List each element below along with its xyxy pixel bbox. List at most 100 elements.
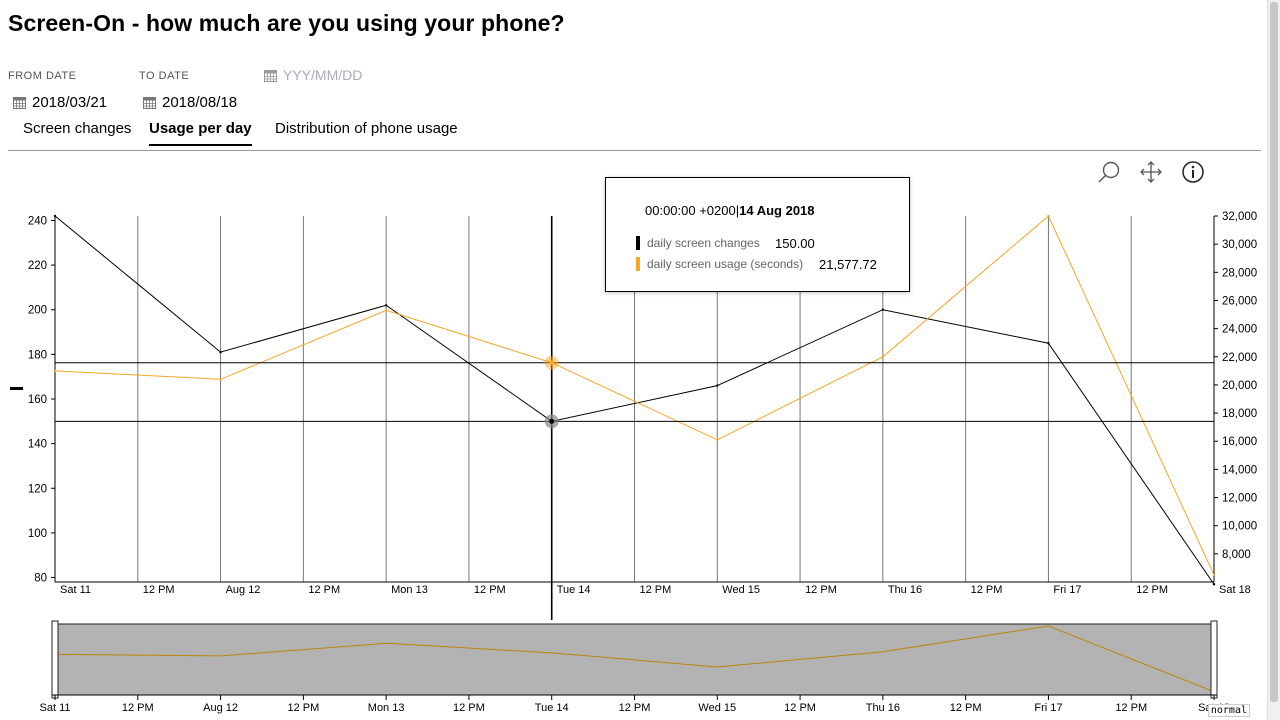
calendar-icon [13,97,26,109]
data-point [881,355,885,358]
y-right-tick-label: 32,000 [1222,211,1257,223]
y-right-tick-label: 24,000 [1222,324,1257,336]
x-tick-label: 12 PM [640,584,672,596]
to-date-field[interactable]: 2018/08/18 [143,94,237,111]
highlight-point-usage [549,360,555,366]
magnifier-icon[interactable] [1097,160,1123,186]
tab-bar: Screen changes Usage per day Distributio… [8,116,1261,151]
x-tick-label: 12 PM [143,584,175,596]
y-left-tick-label: 180 [28,349,47,361]
data-point [1212,573,1216,577]
y-left-tick-label: 120 [28,483,47,495]
navigator-tick-label: Sat 11 [40,702,71,714]
calendar-icon [264,69,277,82]
date-placeholder: YYY/MM/DD [283,67,363,83]
data-point [219,378,222,381]
from-date-field[interactable]: 2018/03/21 [13,94,107,111]
series-line-left [54,215,1215,585]
data-point [53,369,57,373]
y-right-tick-label: 22,000 [1222,352,1257,364]
to-date-label: TO DATE [139,70,190,82]
x-tick-label: Fri 17 [1053,584,1081,596]
y-left-tick-label: 220 [28,260,47,272]
x-tick-label: Thu 16 [888,584,922,596]
data-point [219,350,222,354]
y-right-tick-label: 12,000 [1222,493,1257,505]
to-date-value: 2018/08/18 [162,94,238,111]
navigator-series-line [54,625,1215,693]
navigator-tick-label: 12 PM [122,702,154,714]
series-swatch [636,257,640,271]
data-point [716,438,719,442]
tooltip-row-screen-usage: daily screen usage (seconds) [636,257,803,271]
data-point [716,384,719,387]
navigator-tick-label: 12 PM [619,702,651,714]
x-tick-label: Tue 14 [557,584,591,596]
navigator-tick-label: Thu 16 [866,702,900,714]
navigator-tick-label: 12 PM [950,702,982,714]
tab-usage-per-day[interactable]: Usage per day [149,120,252,146]
y-left-tick-label: 200 [28,305,47,317]
y-left-tick-label: 240 [28,215,47,227]
y-right-tick-label: 16,000 [1222,436,1257,448]
x-tick-label: 12 PM [971,584,1003,596]
navigator-handle [1210,620,1218,699]
x-tick-label: Aug 12 [226,584,261,596]
data-point [384,309,388,312]
date-picker-input[interactable]: YYY/MM/DD [264,67,362,83]
tooltip-row-value: 150.00 [775,236,815,251]
y-right-tick-label: 8,000 [1222,549,1251,561]
tooltip-date: 14 Aug 2018 [739,203,815,218]
calendar-icon [143,97,156,109]
tab-distribution[interactable]: Distribution of phone usage [275,120,458,137]
x-tick-label: Mon 13 [391,584,428,596]
x-tick-label: 12 PM [308,584,340,596]
scrollbar-thumb[interactable] [1270,2,1278,702]
tooltip-row-screen-changes: daily screen changes [636,236,760,250]
tooltip-row-value: 21,577.72 [819,257,877,272]
y-left-tick-label: 140 [28,439,47,451]
data-point [1212,583,1216,586]
usage-per-day-chart[interactable]: Sat 11 12 PM Aug 12 12 PM Mon 13 12 PM Tue 14 1… [0,150,1270,625]
y-right-tick-label: 10,000 [1222,521,1257,533]
y-right-tick-label: 18,000 [1222,408,1257,420]
y-right-tick-label: 20,000 [1222,380,1257,392]
from-date-label: FROM DATE [8,70,77,82]
from-date-value: 2018/03/21 [32,94,108,111]
tab-screen-changes[interactable]: Screen changes [23,120,132,137]
data-point [1047,214,1050,218]
range-navigator[interactable]: Sat 11 12 PM Aug 12 12 PM Mon 13 12 PM Tue 14 1… [0,615,1270,720]
x-tick-label: 12 PM [1136,584,1168,596]
data-point [881,308,885,311]
x-tick-label: Sat 11 [60,584,91,596]
series-line-right [54,215,1215,576]
move-arrows-icon[interactable] [1139,160,1163,184]
y-right-tick-label: 14,000 [1222,464,1257,476]
tooltip-row-label: daily screen changes [647,236,760,250]
y-left-tick-label: 100 [28,528,47,540]
page-scrollbar[interactable] [1267,0,1280,720]
y-left-tick-label: 160 [28,394,47,406]
y-right-tick-label: 28,000 [1222,267,1257,279]
navigator-tick-label: Wed 15 [698,702,736,714]
mode-indicator: normal [1207,704,1250,717]
highlight-point-changes [549,418,555,424]
x-tick-label: 12 PM [805,584,837,596]
y-right-tick-label: 26,000 [1222,295,1257,307]
tooltip-time: 00:00:00 +0200 [645,203,736,218]
navigator-tick-label: Tue 14 [535,702,569,714]
y-right-tick-label: 30,000 [1222,239,1257,251]
navigator-tick-label: Fri 17 [1034,702,1062,714]
y-left-tick-label: 80 [34,573,47,585]
navigator-tick-label: 12 PM [287,702,319,714]
x-tick-label: 12 PM [474,584,506,596]
tooltip-header: 00:00:00 +0200|14 Aug 2018 [645,203,815,218]
data-point [384,304,388,307]
series-swatch [636,236,640,250]
x-tick-label: Sat 18 [1219,584,1251,596]
info-icon[interactable] [1181,160,1205,184]
page-title: Screen-On - how much are you using your … [8,10,565,36]
navigator-tick-label: 12 PM [1115,702,1147,714]
x-tick-label: Wed 15 [722,584,760,596]
chart-tooltip: 00:00:00 +0200|14 Aug 2018 daily screen … [605,177,910,292]
